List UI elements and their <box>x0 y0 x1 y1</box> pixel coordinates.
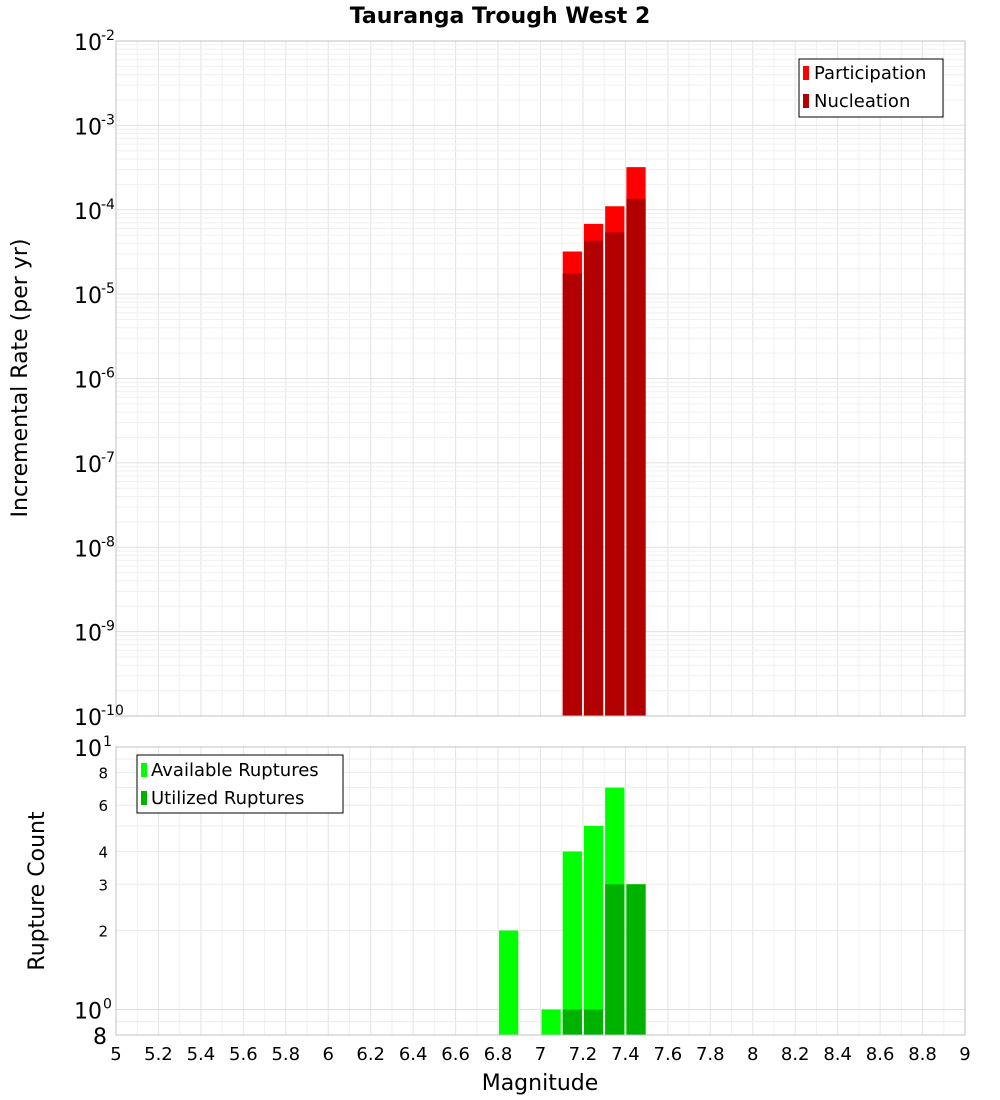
bottom-plot-border <box>115 746 966 1036</box>
top-y-axis-label: Incremental Rate (per yr) <box>8 239 33 518</box>
legend-label-participation: Participation <box>814 63 926 84</box>
bottom-bars <box>499 787 646 1035</box>
y-tick-exponent: -8 <box>101 534 115 550</box>
x-tick-label: 5.4 <box>187 1044 216 1065</box>
x-tick-label: 6.2 <box>356 1044 385 1065</box>
x-tick-label: 6.8 <box>484 1044 513 1065</box>
x-tick-label: 7.6 <box>654 1044 683 1065</box>
y-tick-label: 10 <box>74 453 102 478</box>
y-tick-label: 10 <box>74 737 102 762</box>
x-tick-label: 8.2 <box>781 1044 810 1065</box>
x-tick-labels: 5 5.2 5.4 5.6 5.8 6 6.2 6.4 6.6 6.8 7 7.2 7.4 7.6 7.8 8… <box>110 1044 970 1065</box>
y-tick-exponent: -5 <box>101 281 115 297</box>
y-tick-label: 10 <box>74 115 102 140</box>
bar-utilized-ruptures <box>626 884 646 1035</box>
y-tick-label: 10 <box>74 706 102 731</box>
y-tick-label: 10 <box>74 622 102 647</box>
y-tick-exponent: 1 <box>103 734 112 750</box>
y-tick-label: 10 <box>74 284 102 309</box>
y-minor-tick-label: 8 <box>93 1025 107 1050</box>
y-minor-tick-label: 8 <box>98 764 108 782</box>
y-tick-exponent: -10 <box>101 703 124 719</box>
y-tick-exponent: -9 <box>101 619 115 635</box>
x-tick-label: 6 <box>323 1044 334 1065</box>
y-tick-exponent: -7 <box>101 450 115 466</box>
y-tick-exponent: -3 <box>101 112 115 128</box>
top-legend: Participation Nucleation <box>798 58 944 118</box>
bar-utilized-ruptures <box>562 1009 582 1035</box>
x-tick-label: 5.8 <box>271 1044 300 1065</box>
top-plot-border <box>115 40 966 717</box>
x-tick-label: 6.4 <box>399 1044 428 1065</box>
legend-swatch-utilized <box>141 791 147 805</box>
x-tick-label: 8.6 <box>866 1044 895 1065</box>
top-panel: 10-210-310-410-510-610-710-810-910-10 In… <box>8 28 966 731</box>
y-tick-exponent: -4 <box>101 197 115 213</box>
y-minor-tick-label: 2 <box>98 923 108 941</box>
top-bars <box>562 167 646 717</box>
bottom-y-axis-label: Rupture Count <box>25 811 50 971</box>
x-tick-label: 8.8 <box>908 1044 937 1065</box>
bar-available-ruptures <box>562 851 582 1035</box>
bar-utilized-ruptures <box>605 884 625 1035</box>
bar-nucleation <box>626 198 646 717</box>
legend-swatch-participation <box>803 66 809 80</box>
bar-utilized-ruptures <box>583 1009 604 1035</box>
top-y-tick-labels: 10-210-310-410-510-610-710-810-910-10 <box>74 28 124 731</box>
y-tick-label: 10 <box>74 369 102 394</box>
legend-label-utilized: Utilized Ruptures <box>151 788 304 809</box>
bar-nucleation <box>562 273 582 716</box>
y-tick-label: 10 <box>74 200 102 225</box>
y-tick-exponent: -2 <box>101 28 115 44</box>
x-tick-label: 6.6 <box>441 1044 470 1065</box>
bottom-legend: Available Ruptures Utilized Ruptures <box>136 754 344 814</box>
y-minor-tick-label: 4 <box>98 843 108 861</box>
bar-available-ruptures <box>541 1009 561 1035</box>
top-grid <box>115 41 966 717</box>
x-tick-label: 7.8 <box>696 1044 725 1065</box>
x-tick-label: 7 <box>535 1044 546 1065</box>
bar-available-ruptures <box>499 930 519 1035</box>
x-tick-label: 5.6 <box>229 1044 258 1065</box>
x-tick-label: 5.2 <box>144 1044 173 1065</box>
y-tick-label: 10 <box>74 537 102 562</box>
x-tick-label: 8 <box>747 1044 758 1065</box>
bar-nucleation <box>583 240 604 717</box>
y-tick-label: 10 <box>74 31 102 56</box>
x-tick-label: 5 <box>110 1044 121 1065</box>
x-tick-label: 8.4 <box>823 1044 852 1065</box>
y-tick-exponent: 0 <box>103 997 112 1013</box>
legend-label-nucleation: Nucleation <box>814 91 910 112</box>
legend-label-available: Available Ruptures <box>151 760 319 781</box>
legend-swatch-nucleation <box>803 94 809 108</box>
y-tick-exponent: -6 <box>101 366 115 382</box>
chart-title: Tauranga Trough West 2 <box>350 4 651 29</box>
bar-nucleation <box>605 232 625 716</box>
legend-swatch-available <box>141 763 147 777</box>
x-tick-label: 9 <box>959 1044 970 1065</box>
x-axis-label: Magnitude <box>482 1071 599 1096</box>
y-tick-label: 10 <box>74 1000 102 1025</box>
x-tick-label: 7.4 <box>611 1044 640 1065</box>
x-tick-label: 7.2 <box>569 1044 598 1065</box>
bar-available-ruptures <box>583 826 604 1035</box>
y-minor-tick-label: 6 <box>98 797 108 815</box>
y-minor-tick-label: 3 <box>98 876 108 894</box>
